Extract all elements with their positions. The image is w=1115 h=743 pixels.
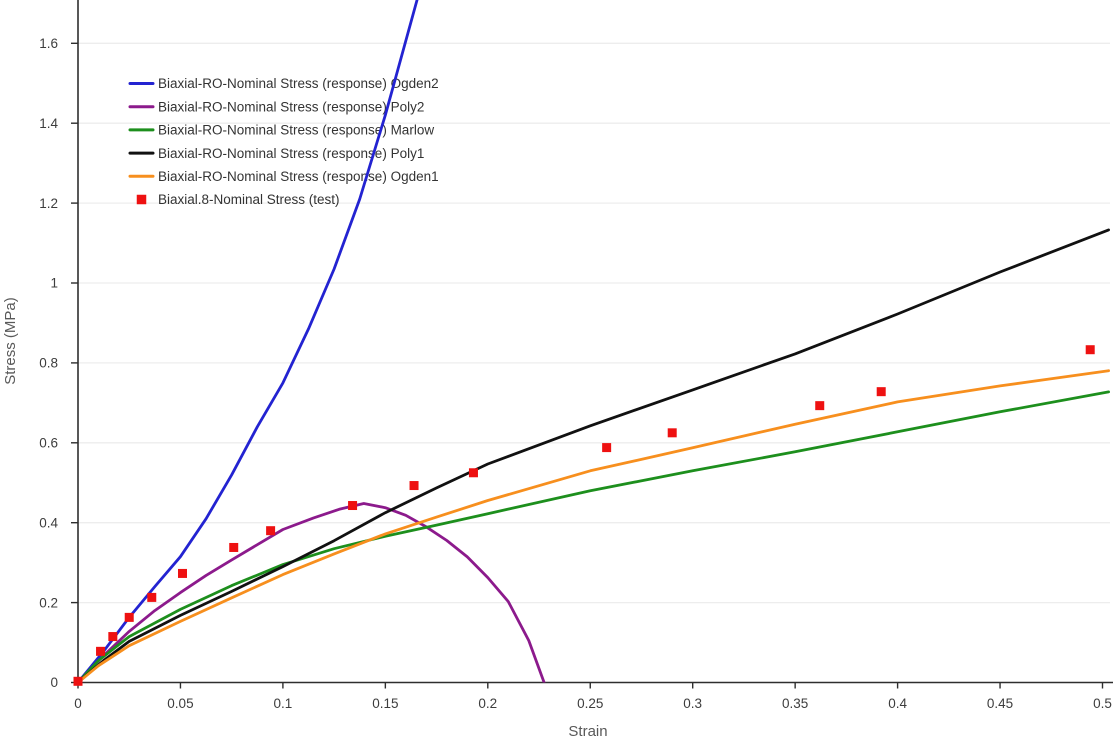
series-line-poly2 xyxy=(78,502,546,683)
test-data-point xyxy=(147,592,157,602)
test-data-point xyxy=(177,568,187,578)
x-tick-label: 0.05 xyxy=(167,696,193,711)
x-axis-title: Strain xyxy=(568,723,607,740)
series-group xyxy=(78,0,1110,683)
test-data-point xyxy=(229,542,239,552)
x-tick-label: 0.25 xyxy=(577,696,603,711)
test-data-point xyxy=(815,401,825,411)
legend-item-marlow: Biaxial-RO-Nominal Stress (response) Mar… xyxy=(128,123,434,138)
y-axis-title: Stress (MPa) xyxy=(2,297,19,385)
test-data-point xyxy=(266,526,276,536)
x-tick-label: 0.45 xyxy=(987,696,1013,711)
test-data-point xyxy=(348,501,358,511)
test-data-point xyxy=(667,428,677,438)
legend-label-marlow: Biaxial-RO-Nominal Stress (response) Mar… xyxy=(158,123,434,138)
legend-label-poly2: Biaxial-RO-Nominal Stress (response) Pol… xyxy=(158,99,424,114)
test-data-points xyxy=(73,345,1095,686)
x-tick-label: 0.35 xyxy=(782,696,808,711)
y-tick-label: 1 xyxy=(50,276,58,291)
x-tick-label: 0.1 xyxy=(274,696,293,711)
y-tick-label: 0.4 xyxy=(39,515,58,530)
legend-item-ogden1: Biaxial-RO-Nominal Stress (response) Ogd… xyxy=(128,169,439,184)
legend-item-test: Biaxial.8-Nominal Stress (test) xyxy=(136,192,340,207)
legend-label-poly1: Biaxial-RO-Nominal Stress (response) Pol… xyxy=(158,146,424,161)
x-tick-label: 0.15 xyxy=(372,696,398,711)
x-tick-label: 0.2 xyxy=(478,696,497,711)
test-data-point xyxy=(602,443,612,453)
x-tick-label: 0 xyxy=(74,696,82,711)
legend-item-poly2: Biaxial-RO-Nominal Stress (response) Pol… xyxy=(128,99,424,114)
y-tick-label: 0.2 xyxy=(39,595,58,610)
y-tick-label: 1.4 xyxy=(39,116,58,131)
test-data-point xyxy=(73,676,83,686)
series-line-marlow xyxy=(78,390,1110,683)
series-line-ogden2 xyxy=(78,0,419,683)
y-tick-label: 0.6 xyxy=(39,436,58,451)
legend-label-ogden1: Biaxial-RO-Nominal Stress (response) Ogd… xyxy=(158,169,439,184)
test-data-point xyxy=(96,646,106,656)
test-data-point xyxy=(108,632,118,642)
y-tick-label: 0.8 xyxy=(39,356,58,371)
legend: Biaxial-RO-Nominal Stress (response) Ogd… xyxy=(128,76,439,207)
legend-swatch-test xyxy=(136,194,147,205)
y-tick-label: 1.2 xyxy=(39,196,58,211)
x-tick-label: 0.3 xyxy=(683,696,702,711)
legend-item-poly1: Biaxial-RO-Nominal Stress (response) Pol… xyxy=(128,146,424,161)
test-data-point xyxy=(124,612,134,622)
x-tick-label: 0.5 xyxy=(1093,696,1112,711)
y-tick-label: 0 xyxy=(50,675,58,690)
legend-label-ogden2: Biaxial-RO-Nominal Stress (response) Ogd… xyxy=(158,76,439,91)
series-line-ogden1 xyxy=(78,369,1110,683)
test-data-point xyxy=(468,468,478,478)
legend-item-ogden2: Biaxial-RO-Nominal Stress (response) Ogd… xyxy=(128,76,439,91)
test-data-point xyxy=(876,387,886,397)
test-data-point xyxy=(1085,345,1095,355)
y-tick-label: 1.6 xyxy=(39,36,58,51)
x-tick-label: 0.4 xyxy=(888,696,907,711)
series-line-poly1 xyxy=(78,228,1110,683)
legend-label-test: Biaxial.8-Nominal Stress (test) xyxy=(158,192,340,207)
test-data-point xyxy=(409,481,419,491)
